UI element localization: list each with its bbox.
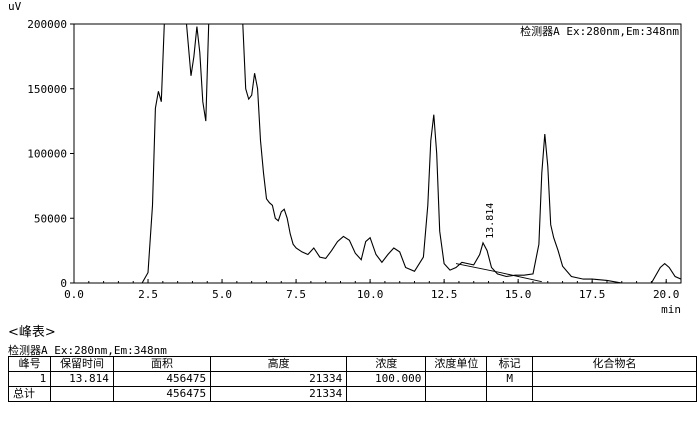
y-tick-label: 0: [60, 277, 67, 290]
integration-baseline: [455, 263, 542, 283]
peak-table-detector: 检测器A Ex:280nm,Em:348nm: [8, 344, 167, 357]
y-tick-label: 150000: [27, 83, 67, 96]
col-conc: 浓度: [346, 356, 427, 372]
peak-table-header-row: 峰号 保留时间 面积 高度 浓度 浓度单位 标记 化合物名: [7, 356, 697, 372]
cell-peak-no: 1: [7, 371, 52, 387]
x-tick-label: 20.0: [653, 288, 680, 301]
col-area: 面积: [112, 356, 212, 372]
y-axis-ticks: 0 50000 100000 150000 200000: [27, 18, 74, 290]
chromatogram-chart: 0 50000 100000 150000 200000 0.0 2.5 5.0 7.5 10.…: [8, 0, 682, 316]
cell-conc-unit: [425, 371, 488, 387]
table-total-row: 总计 456475 21334: [7, 386, 697, 402]
cell-conc: 100.000: [346, 371, 427, 387]
cell-compound: [531, 371, 697, 387]
col-compound: 化合物名: [531, 356, 697, 372]
x-tick-label: 10.0: [357, 288, 384, 301]
cell-empty: [486, 386, 533, 402]
cell-mark: M: [486, 371, 533, 387]
x-tick-label: 5.0: [212, 288, 232, 301]
cell-empty: [346, 386, 427, 402]
y-tick-label: 50000: [34, 212, 67, 225]
col-peak-no: 峰号: [7, 356, 52, 372]
cell-total-label: 总计: [7, 386, 52, 402]
x-tick-label: 7.5: [286, 288, 306, 301]
x-tick-label: 15.0: [505, 288, 532, 301]
cell-total-area: 456475: [112, 386, 212, 402]
col-height: 高度: [210, 356, 348, 372]
cell-total-height: 21334: [210, 386, 348, 402]
peak-table: 峰号 保留时间 面积 高度 浓度 浓度单位 标记 化合物名 1 13.814 4…: [7, 356, 697, 402]
cell-empty: [531, 386, 697, 402]
cell-ret-time: 13.814: [50, 371, 114, 387]
series-layer: [74, 24, 681, 283]
peak-table-heading: <峰表>: [8, 325, 56, 340]
peak-annotation: 13.814: [485, 203, 496, 239]
x-tick-label: 2.5: [138, 288, 158, 301]
x-tick-label: 0.0: [64, 288, 84, 301]
col-conc-unit: 浓度单位: [425, 356, 488, 372]
cell-area: 456475: [112, 371, 212, 387]
col-mark: 标记: [486, 356, 533, 372]
x-axis-ticks: 0.0 2.5 5.0 7.5 10.0 12.5 15.0 17.5 20.0: [64, 279, 682, 301]
cell-empty: [425, 386, 488, 402]
col-ret-time: 保留时间: [50, 356, 114, 372]
x-axis-unit: min: [661, 303, 681, 316]
plot-frame: [73, 23, 682, 284]
y-axis-unit: uV: [8, 0, 22, 13]
x-tick-label: 12.5: [431, 288, 458, 301]
x-tick-label: 17.5: [579, 288, 606, 301]
detector-label: 检测器A Ex:280nm,Em:348nm: [520, 24, 679, 38]
chromatogram-trace: [74, 24, 681, 283]
y-tick-label: 200000: [27, 18, 67, 31]
table-row: 1 13.814 456475 21334 100.000 M: [7, 371, 697, 387]
y-tick-label: 100000: [27, 148, 67, 161]
cell-empty: [50, 386, 114, 402]
cell-height: 21334: [210, 371, 348, 387]
